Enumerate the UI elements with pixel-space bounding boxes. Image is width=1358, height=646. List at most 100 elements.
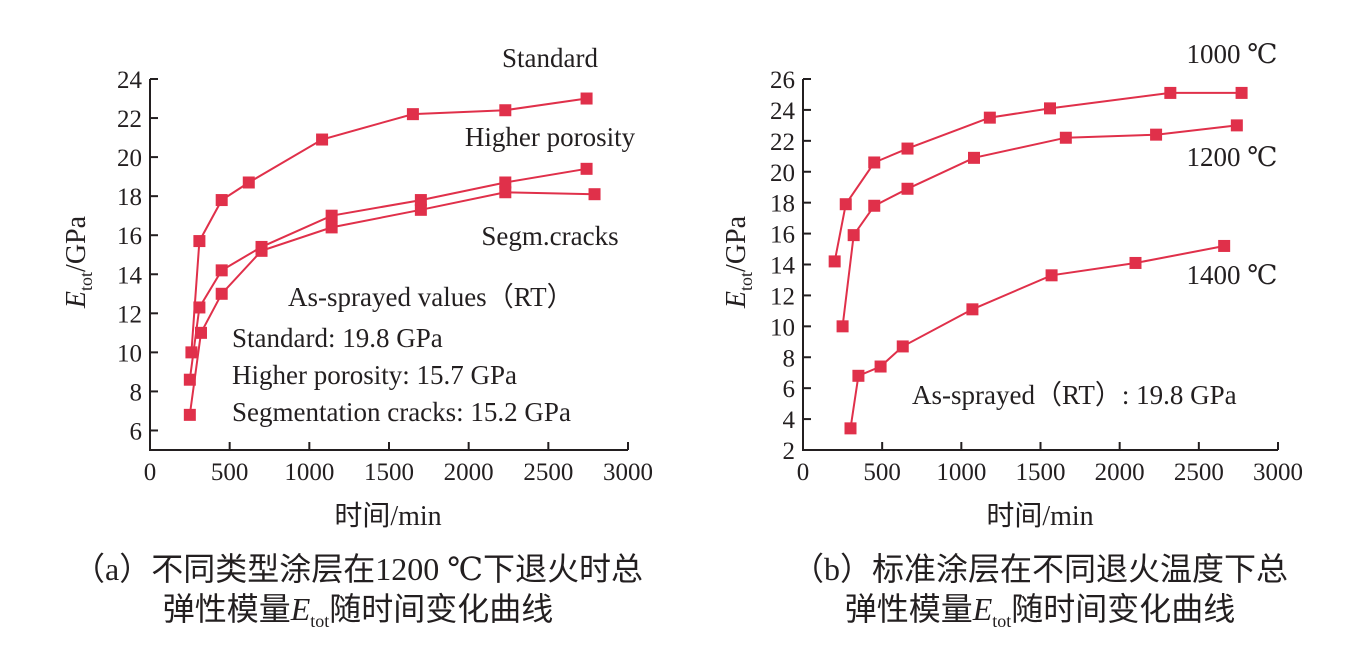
data-point (316, 133, 329, 146)
chart-a-ticks: 6 8 10 12 14 16 18 20 22 24 0 500 1000 1500 2000 2500 30… (117, 67, 653, 486)
data-point (242, 176, 255, 189)
data-point (215, 287, 228, 300)
y-tick-label: 16 (770, 222, 795, 249)
y-tick-label: 18 (770, 191, 795, 218)
chart-b-series (828, 86, 1248, 435)
data-point (193, 301, 206, 314)
data-point (499, 104, 512, 117)
y-tick-label: 10 (770, 314, 795, 341)
data-point (194, 326, 207, 339)
y-tick-label: 14 (117, 262, 143, 289)
data-point (1230, 119, 1243, 132)
y-tick-label: 8 (130, 379, 143, 406)
series-1 (836, 119, 1243, 333)
y-tick-label: 4 (783, 407, 796, 434)
chart-a-xlabel: 时间/min (334, 500, 441, 532)
x-tick-label: 2000 (1095, 459, 1145, 486)
data-point (185, 346, 198, 359)
data-point (1235, 86, 1248, 99)
data-point (828, 255, 841, 268)
series-line (188, 191, 595, 416)
data-point (406, 108, 419, 121)
chart-a-annotation-segmentation: Segmentation cracks: 15.2 GPa (232, 397, 571, 427)
data-point (414, 203, 427, 216)
y-tick-label: 12 (117, 301, 142, 328)
data-point (896, 340, 909, 353)
series-line (188, 167, 587, 380)
x-tick-label: 3000 (603, 459, 653, 486)
x-tick-label: 0 (144, 459, 157, 486)
y-tick-label: 24 (117, 67, 143, 94)
data-point (193, 235, 206, 248)
y-tick-label: 22 (117, 106, 142, 133)
data-point (183, 408, 196, 421)
series-line (841, 124, 1237, 327)
data-point (325, 209, 338, 222)
chart-a-caption-line2: 弹性模量Etot随时间变化曲线 (163, 591, 554, 631)
data-point (968, 151, 980, 164)
chart-a-series (183, 92, 601, 421)
x-tick-label: 1000 (936, 459, 986, 486)
series-2 (844, 239, 1231, 435)
data-point (839, 198, 852, 211)
x-tick-label: 1500 (364, 459, 414, 486)
series-1 (183, 162, 593, 386)
chart-b-caption-line2: 弹性模量Etot随时间变化曲线 (845, 591, 1236, 631)
data-point (966, 303, 979, 316)
data-point (215, 194, 228, 207)
chart-b-annotation-as-sprayed: As-sprayed（RT）: 19.8 GPa (912, 380, 1237, 410)
chart-b-caption-line1: （b）标准涂层在不同退火温度下总 (792, 551, 1288, 587)
x-tick-label: 500 (863, 459, 901, 486)
data-point (847, 229, 860, 242)
chart-a-annotation-standard: Standard: 19.8 GPa (232, 323, 443, 353)
chart-a: 6 8 10 12 14 16 18 20 22 24 0 500 1000 1500 2000 2500 30… (61, 43, 653, 631)
chart-b-xlabel: 时间/min (986, 500, 1093, 532)
chart-a-annotation-heading: As-sprayed values（RT） (288, 282, 574, 312)
chart-b-label-1400: 1400 ℃ (1187, 260, 1278, 290)
data-point (1045, 269, 1058, 282)
x-tick-label: 2500 (523, 459, 573, 486)
y-tick-label: 20 (117, 145, 142, 172)
x-tick-label: 2000 (444, 459, 494, 486)
chart-a-label-higher-porosity: Higher porosity (465, 122, 636, 152)
x-tick-label: 3000 (1253, 459, 1303, 486)
data-point (836, 320, 849, 333)
data-point (901, 182, 914, 195)
data-point (1164, 86, 1177, 99)
data-point (844, 422, 857, 435)
series-2 (183, 186, 601, 421)
x-tick-label: 1500 (1016, 459, 1066, 486)
chart-a-caption-line1: （a）不同类型涂层在1200 ℃下退火时总 (73, 551, 643, 587)
data-point (868, 199, 881, 212)
y-tick-label: 12 (770, 283, 795, 310)
data-point (868, 156, 881, 169)
series-0 (828, 86, 1248, 268)
data-point (983, 111, 996, 124)
data-point (588, 188, 601, 201)
data-point (325, 221, 338, 234)
data-point (1150, 128, 1163, 141)
chart-a-label-segm-cracks: Segm.cracks (481, 221, 618, 251)
data-point (255, 244, 268, 257)
y-tick-label: 8 (783, 345, 796, 372)
data-point (580, 92, 593, 105)
data-point (1218, 239, 1231, 252)
data-point (874, 360, 887, 373)
data-point (1044, 102, 1056, 115)
chart-b-label-1200: 1200 ℃ (1187, 142, 1278, 172)
y-tick-label: 16 (117, 223, 142, 250)
data-point (852, 369, 865, 382)
series-line (833, 91, 1242, 262)
data-point (215, 264, 228, 277)
chart-a-annotation-higher-porosity: Higher porosity: 15.7 GPa (232, 360, 517, 390)
y-tick-label: 26 (770, 67, 795, 94)
data-point (1129, 256, 1142, 269)
x-tick-label: 1000 (284, 459, 334, 486)
y-tick-label: 2 (783, 438, 796, 465)
chart-a-label-standard: Standard (502, 43, 598, 73)
y-tick-label: 6 (783, 376, 796, 403)
x-tick-label: 500 (211, 459, 249, 486)
